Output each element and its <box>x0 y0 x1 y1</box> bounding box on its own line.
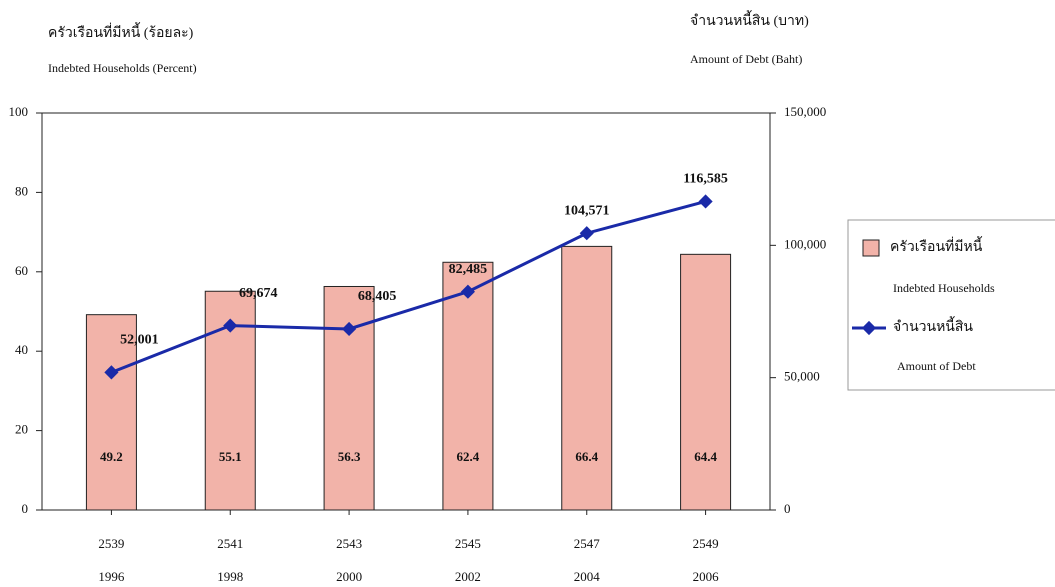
x-tick-label-en: 2000 <box>336 569 362 584</box>
line-value-label: 116,585 <box>683 172 728 187</box>
y2-axis-title-en: Amount of Debt (Baht) <box>690 52 802 66</box>
y-tick-label: 80 <box>15 183 28 198</box>
bar <box>442 261 494 511</box>
bar <box>680 253 732 511</box>
y-tick-label: 100 <box>9 104 29 119</box>
legend-label-en: Amount of Debt <box>897 359 976 373</box>
line-marker <box>698 194 713 209</box>
line-marker <box>104 365 119 380</box>
x-tick-label-en: 2004 <box>574 569 601 584</box>
line-marker <box>460 284 475 299</box>
x-tick-label: 2539 <box>98 536 124 551</box>
x-tick-label: 2547 <box>574 536 601 551</box>
plot-frame <box>41 112 771 511</box>
y-tick-label: 60 <box>15 263 28 278</box>
bar <box>85 314 137 511</box>
line-value-label: 104,571 <box>564 203 610 218</box>
y-axis-title-en: Indebted Households (Percent) <box>48 61 197 75</box>
legend-label-en: Indebted Households <box>893 281 995 295</box>
legend-swatch <box>862 239 880 257</box>
line-value-label: 68,405 <box>358 289 397 304</box>
x-tick-label: 2543 <box>336 536 362 551</box>
x-tick-label: 2545 <box>455 536 481 551</box>
x-tick-label: 2541 <box>217 536 243 551</box>
y-tick-label: 40 <box>15 342 28 357</box>
line-marker <box>579 226 594 241</box>
x-tick-label-en: 2002 <box>455 569 481 584</box>
legend-label: ครัวเรือนที่มีหนี้ <box>890 236 983 255</box>
bar-value-label: 64.4 <box>694 449 717 464</box>
y-axis-title: ครัวเรือนที่มีหนี้ (ร้อยละ) <box>48 22 194 41</box>
y-tick-label: 20 <box>15 422 28 437</box>
x-tick-label: 2549 <box>693 536 719 551</box>
y2-tick-label: 50,000 <box>784 369 820 384</box>
legend-label: จำนวนหนี้สิน <box>893 316 973 335</box>
y2-tick-label: 0 <box>784 501 791 516</box>
y2-tick-label: 100,000 <box>784 236 826 251</box>
line-value-label: 69,674 <box>239 286 278 301</box>
line <box>110 199 706 374</box>
y2-axis-title: จำนวนหนี้สิน (บาท) <box>690 10 809 29</box>
x-tick-label-en: 1998 <box>217 569 243 584</box>
line-value-label: 82,485 <box>449 262 488 277</box>
bar-value-label: 56.3 <box>338 449 361 464</box>
bar-value-label: 49.2 <box>100 449 123 464</box>
line-marker <box>342 321 357 337</box>
bar <box>561 245 613 511</box>
bar <box>323 285 375 511</box>
y-tick-label: 0 <box>22 501 29 516</box>
line-marker <box>223 318 238 333</box>
legend-marker <box>861 320 877 336</box>
x-tick-label-en: 2006 <box>693 569 720 584</box>
line-value-label: 52,001 <box>120 333 159 348</box>
bar-value-label: 66.4 <box>575 449 598 464</box>
x-tick-label-en: 1996 <box>98 569 125 584</box>
bar-value-label: 62.4 <box>457 449 480 464</box>
bar-value-label: 55.1 <box>219 449 242 464</box>
y2-tick-label: 150,000 <box>784 104 826 119</box>
legend-box <box>847 219 1055 391</box>
